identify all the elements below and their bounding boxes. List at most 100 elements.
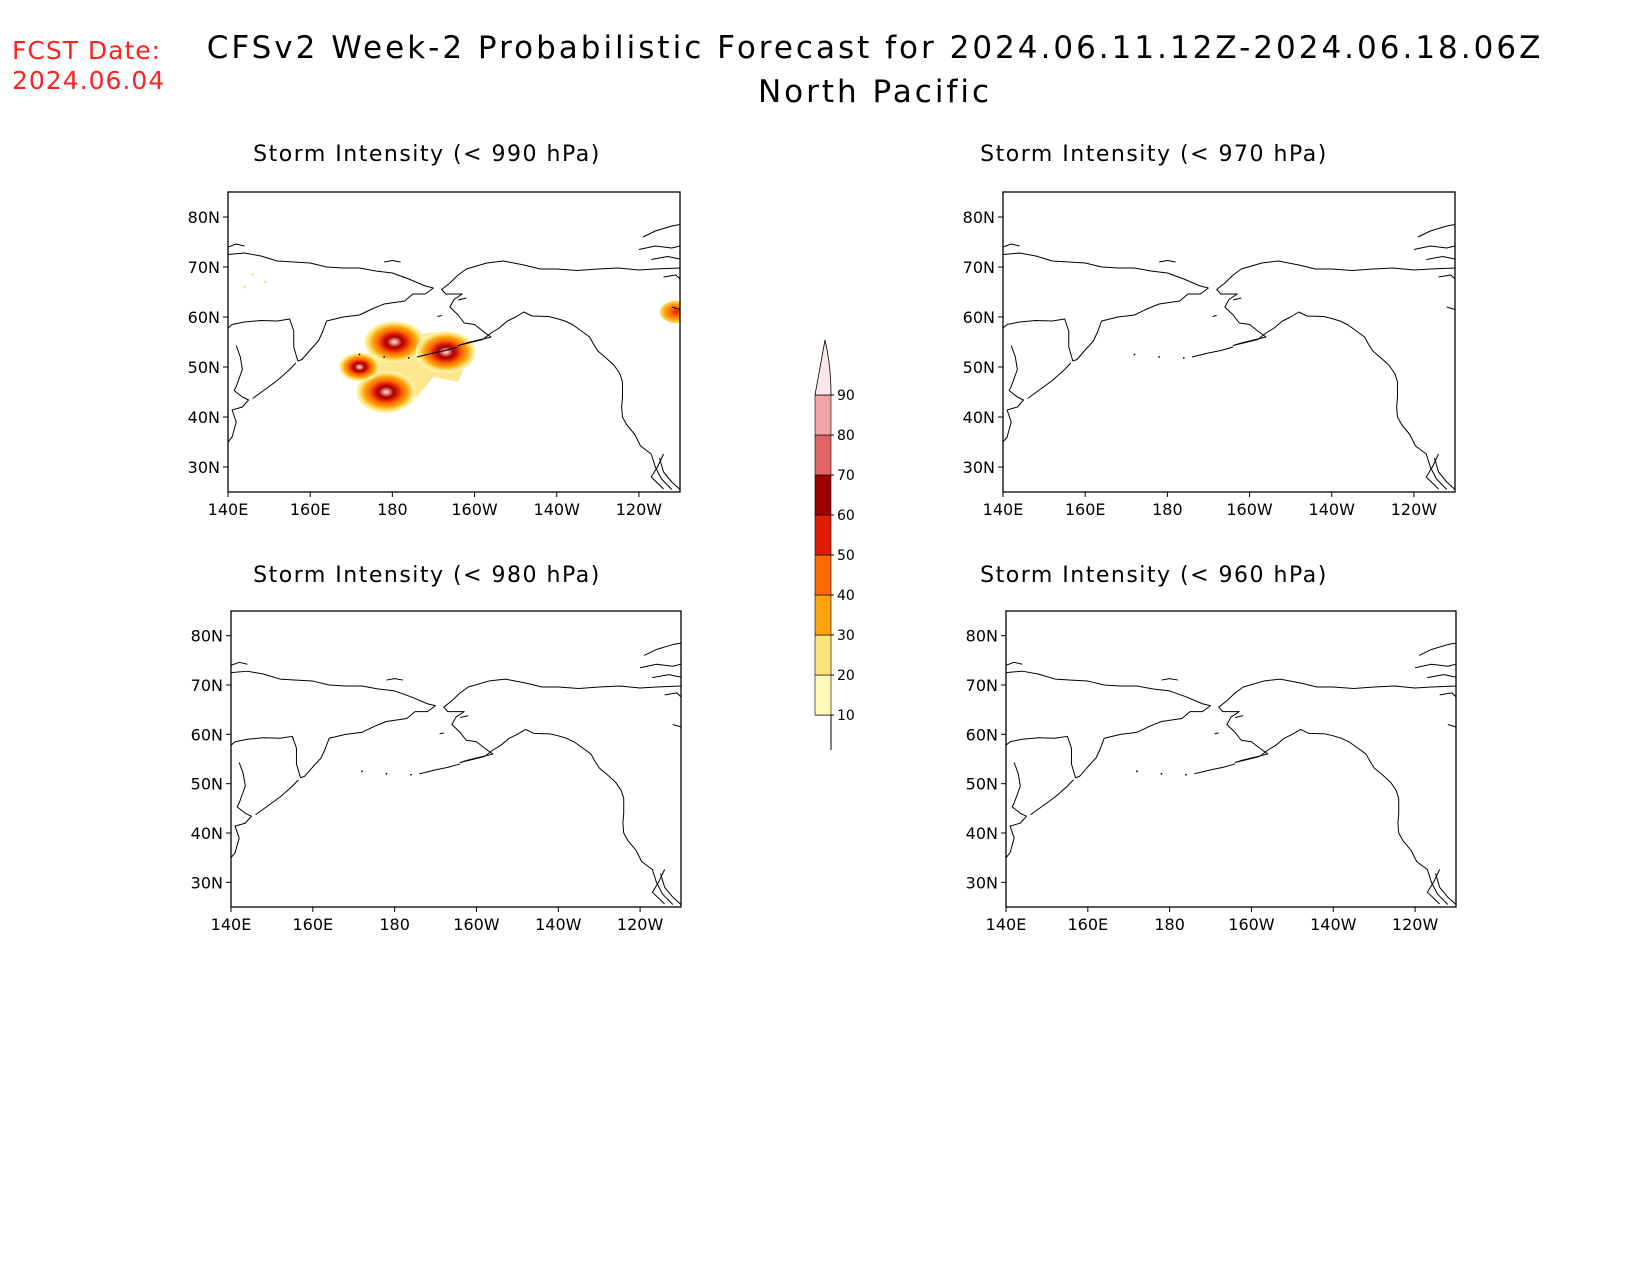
lon-tick-label: 140W [535,915,582,934]
map-frame [227,191,681,493]
colorbar-label: 20 [837,668,855,684]
coastline [1161,678,1178,681]
lon-tick-label: 140E [983,500,1024,519]
forecast-date: FCST Date: 2024.06.04 [12,36,165,96]
lon-tick-label: 160E [290,500,331,519]
lon-tick-label: 160W [451,500,498,519]
lon-tick-label: 160E [1065,500,1106,519]
lon-tick-label: 140E [208,500,249,519]
coastline [672,723,681,728]
lon-tick-label: 140E [211,915,252,934]
lon-tick-label: 140E [986,915,1027,934]
island [1185,773,1187,776]
lon-tick-label: 180 [1154,915,1185,934]
coastline [437,315,442,317]
lat-tick-label: 80N [191,627,223,646]
coastline [231,670,436,707]
panel-title-970: Storm Intensity (< 970 hPa) [980,142,1328,167]
coastline [1224,260,1455,284]
storm-probability-blob [415,331,476,373]
coastline [228,243,245,248]
page-title: CFSv2 Week-2 Probabilistic Forecast for … [206,30,1544,66]
colorbar: 10 20 30 40 50 60 70 80 90 [814,339,855,750]
lat-tick-label: 70N [188,258,220,277]
lat-tick-label: 40N [191,824,223,843]
coastline [1417,224,1455,238]
coastline [651,869,666,905]
lat-tick-label: 70N [966,676,998,695]
colorbar-label: 30 [837,628,855,644]
lat-tick-label: 50N [963,358,995,377]
colorbar-top-cap [814,339,832,396]
coastline [386,678,403,681]
coastline [1218,700,1449,905]
storm-probability-dot [263,280,267,284]
storm-probability-blob [338,352,381,382]
lon-tick-label: 160W [1228,915,1275,934]
coastline [664,692,681,698]
coastline [1433,457,1455,490]
colorbar-label: 70 [837,468,855,484]
coastline [1006,661,1023,666]
coastline [441,282,673,490]
lat-tick-label: 30N [191,873,223,892]
lat-tick-label: 50N [188,358,220,377]
forecast-date-value: 2024.06.04 [12,66,166,95]
lon-tick-label: 180 [1152,500,1183,519]
coastline [1438,274,1455,280]
coastline [449,260,680,284]
coastline [252,362,297,399]
lon-tick-label: 180 [377,500,408,519]
coastline [1425,453,1440,490]
storm-probability-dot [243,285,246,289]
coastline [643,642,681,656]
colorbar-bottom-cap [815,714,832,750]
colorbar-segment [814,394,832,436]
colorbar-segment [814,514,832,556]
coastline [1435,873,1456,905]
coastline [457,297,467,301]
coastline [231,661,248,666]
lat-tick-label: 80N [188,208,220,227]
lon-tick-label: 120W [1391,500,1438,519]
lon-tick-label: 140W [1309,500,1356,519]
page-subtitle: North Pacific [757,74,993,110]
coastline [384,260,401,263]
coastline [650,453,665,490]
map-panel-980: 80N 70N 60N 50N 40N 30N 140E 160E 180 160W 140W 120… [191,610,682,934]
colorbar-segment [814,634,832,676]
coastline [1413,245,1455,250]
lon-tick-label: 160E [292,915,333,934]
colorbar-label: 10 [837,708,855,724]
coastline [1030,779,1074,816]
coastline [658,457,680,490]
coastline [419,763,461,775]
lon-tick-label: 180 [379,915,410,934]
coastline [1226,678,1456,702]
coastline [1427,674,1456,679]
island [361,770,363,773]
forecast-date-label: FCST Date: [12,36,162,65]
coastline [1006,670,1211,707]
coastline [231,762,252,858]
coastline [1214,732,1219,735]
coastline [1414,663,1456,669]
map-panel-970: 80N 70N 60N 50N 40N 30N 140E 160E 180 160W 140W 120… [963,191,1456,519]
island [358,353,361,356]
island [1133,353,1136,356]
coastline [416,346,459,358]
colorbar-label: 80 [837,428,855,444]
coastline [459,715,469,719]
map-frame [230,610,682,908]
lat-tick-label: 30N [188,458,220,477]
colorbar-label: 60 [837,508,855,524]
colorbar-segment [814,674,832,716]
lon-tick-label: 160W [1226,500,1273,519]
coastline [1027,362,1072,399]
lat-tick-label: 30N [963,458,995,477]
coastline [1006,705,1211,779]
colorbar-label: 90 [837,388,855,404]
coastline [1234,715,1244,719]
coastline [671,306,680,310]
map-panel-990: 80N 70N 60N 50N 40N 30N 140E 160E 180 160W 140W 120… [188,191,681,519]
